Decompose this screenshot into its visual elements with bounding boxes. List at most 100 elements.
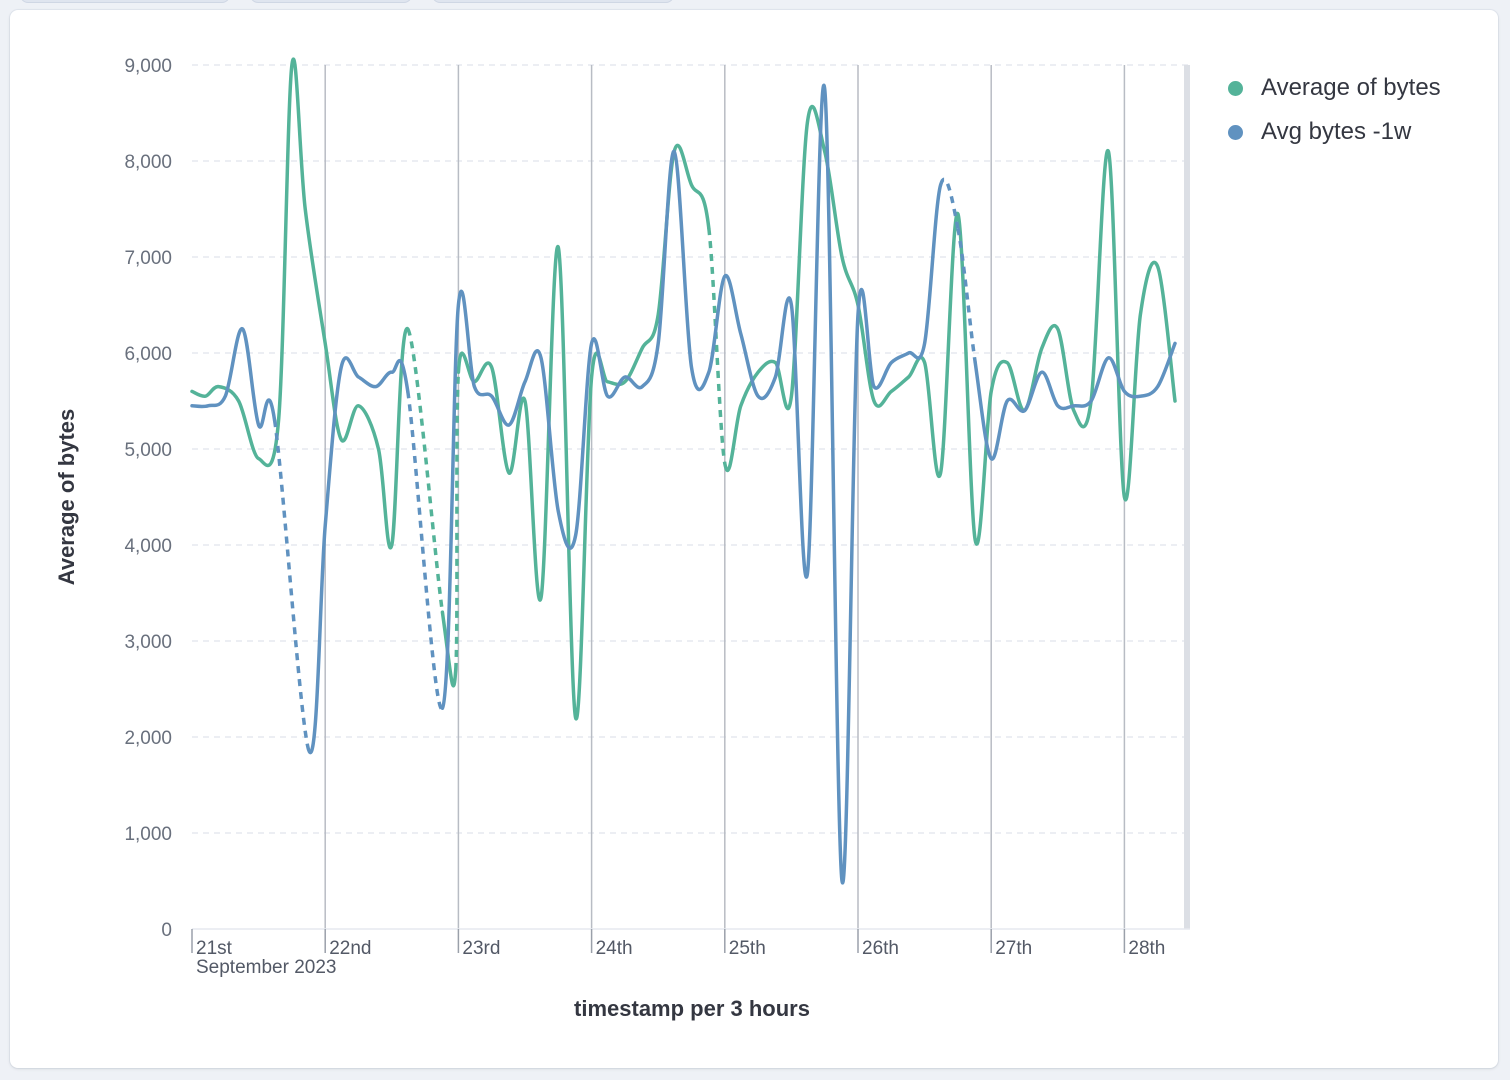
data-point — [574, 716, 578, 720]
data-point — [406, 327, 410, 331]
data-point — [872, 399, 876, 403]
line-chart: 9,000 8,000 7,000 6,000 5,000 4,000 3,000 2,000… — [54, 56, 1190, 1021]
tab-3[interactable] — [432, 0, 674, 3]
data-point — [507, 423, 511, 427]
x-tick-label: 27th — [995, 938, 1032, 959]
data-point — [456, 303, 460, 307]
data-point — [590, 341, 594, 345]
legend: Average of bytes Avg bytes -1w — [1228, 66, 1441, 154]
data-point — [1072, 409, 1076, 413]
data-point — [756, 370, 760, 374]
data-point — [1138, 394, 1142, 398]
plot-right-edge — [1184, 65, 1190, 929]
grid — [192, 64, 1190, 930]
data-point — [490, 394, 494, 398]
series-line — [723, 104, 1177, 546]
data-point — [1089, 399, 1093, 403]
data-point — [672, 149, 676, 153]
data-point — [490, 365, 494, 369]
y-tick-label: 3,000 — [124, 632, 172, 653]
data-point — [789, 303, 793, 307]
series-avg-bytes-1w — [190, 83, 1177, 885]
series-line — [456, 143, 711, 721]
data-point — [856, 313, 860, 317]
data-point — [206, 404, 210, 408]
series-line-gap — [938, 177, 960, 229]
data-point — [707, 370, 711, 374]
series-line — [190, 327, 277, 429]
legend-dot-icon — [1228, 80, 1243, 96]
series-line — [440, 610, 458, 688]
data-point — [907, 375, 911, 379]
data-point — [973, 361, 977, 365]
data-point — [1023, 409, 1027, 413]
data-point — [339, 365, 343, 369]
data-point — [357, 404, 361, 408]
data-point — [690, 365, 694, 369]
data-point — [1173, 341, 1177, 345]
data-point — [956, 226, 960, 230]
legend-dot-icon — [1228, 124, 1243, 140]
data-point — [203, 394, 207, 398]
data-point — [805, 121, 809, 125]
data-point — [840, 255, 844, 259]
tab-2[interactable] — [250, 0, 412, 3]
x-tick-label: 24th — [596, 938, 633, 959]
legend-item-average-of-bytes[interactable]: Average of bytes — [1228, 66, 1441, 110]
axes: 9,000 8,000 7,000 6,000 5,000 4,000 3,000 2,000… — [124, 56, 1165, 959]
data-point — [190, 389, 194, 393]
data-point — [907, 351, 911, 355]
data-point — [454, 668, 458, 672]
data-point — [723, 274, 727, 278]
data-point — [1106, 356, 1110, 360]
data-point — [939, 471, 943, 475]
tab-strip — [0, 0, 700, 3]
series-line — [440, 83, 943, 885]
y-tick-label: 1,000 — [124, 824, 172, 845]
series-line-gap — [406, 391, 445, 710]
series-line — [307, 356, 410, 755]
data-point — [323, 341, 327, 345]
data-point — [989, 389, 993, 393]
data-point — [1005, 361, 1009, 365]
data-point — [307, 749, 311, 753]
data-point — [1040, 346, 1044, 350]
data-point — [390, 370, 394, 374]
data-point — [739, 332, 743, 336]
x-axis-month-label: September 2023 — [196, 957, 337, 978]
legend-item-avg-bytes-1w[interactable]: Avg bytes -1w — [1228, 110, 1441, 154]
data-point — [241, 327, 245, 331]
data-point — [805, 572, 809, 576]
data-point — [739, 404, 743, 408]
y-tick-label: 8,000 — [124, 152, 172, 173]
data-point — [1072, 404, 1076, 408]
data-point — [1106, 149, 1110, 153]
tab-1[interactable] — [20, 0, 230, 3]
data-point — [923, 341, 927, 345]
data-point — [1138, 313, 1142, 317]
series-line-gap — [406, 327, 445, 613]
data-point — [756, 394, 760, 398]
chart-panel: 9,000 8,000 7,000 6,000 5,000 4,000 3,000 2,000… — [10, 10, 1498, 1068]
y-tick-label: 0 — [161, 920, 172, 941]
data-point — [640, 346, 644, 350]
data-point — [707, 226, 711, 230]
data-point — [773, 375, 777, 379]
data-point — [277, 418, 281, 422]
data-point — [939, 183, 943, 187]
data-point — [507, 471, 511, 475]
data-point — [1040, 370, 1044, 374]
y-axis-label: Average of bytes — [54, 409, 79, 585]
data-point — [590, 375, 594, 379]
data-point — [923, 361, 927, 365]
data-point — [303, 207, 307, 211]
data-point — [1056, 404, 1060, 408]
data-point — [223, 394, 227, 398]
data-point — [872, 385, 876, 389]
x-tick-label: 28th — [1128, 938, 1165, 959]
data-point — [390, 543, 394, 547]
data-point — [656, 341, 660, 345]
data-point — [690, 183, 694, 187]
series-line-gap — [272, 419, 311, 753]
data-point — [376, 447, 380, 451]
